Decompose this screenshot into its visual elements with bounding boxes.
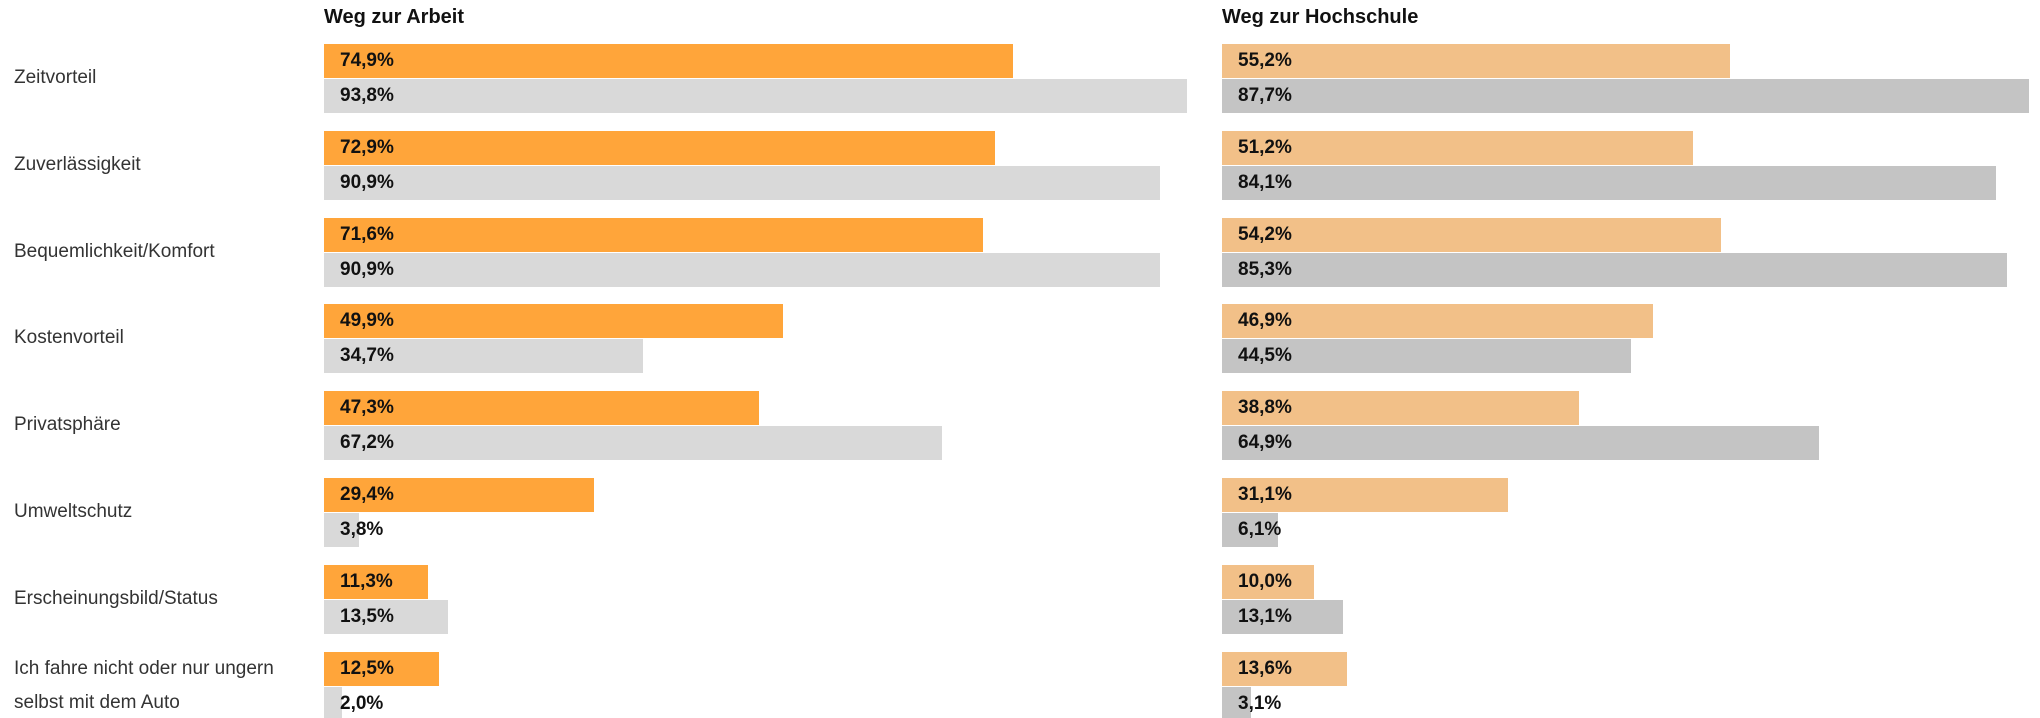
value-label: 55,2% <box>1238 50 1292 71</box>
bar <box>1222 426 1820 461</box>
bar <box>324 339 644 374</box>
bar <box>324 217 983 252</box>
value-label: 2,0% <box>340 692 384 714</box>
category-label: Zuverlässigkeit <box>14 153 141 175</box>
value-label: 51,2% <box>1238 136 1292 158</box>
bar <box>1222 391 1579 426</box>
value-label: 71,6% <box>340 223 394 245</box>
bar <box>1222 478 1509 512</box>
bar <box>1222 44 1730 78</box>
bar <box>1222 564 1314 599</box>
value-label: 72,9% <box>340 136 394 158</box>
category-label: Umweltschutz <box>14 501 133 522</box>
value-label: 12,5% <box>340 657 394 679</box>
panel-title: Weg zur Arbeit <box>324 6 465 28</box>
bar <box>324 130 995 165</box>
value-label: 74,9% <box>340 50 394 71</box>
bar <box>324 304 784 339</box>
value-label: 67,2% <box>340 432 394 454</box>
value-label: 64,9% <box>1238 432 1292 454</box>
category-label: Erscheinungsbild/Status <box>14 587 218 609</box>
value-label: 3,8% <box>340 519 384 540</box>
bar <box>1222 651 1348 686</box>
bar <box>1222 513 1279 547</box>
bar <box>324 599 449 634</box>
bar <box>1222 686 1251 718</box>
bar <box>324 165 1161 200</box>
value-label: 47,3% <box>340 397 394 419</box>
value-label: 90,9% <box>340 171 394 193</box>
bar <box>324 426 943 461</box>
value-label: 44,5% <box>1238 345 1292 367</box>
bar <box>1222 252 2007 287</box>
value-label: 13,5% <box>340 605 394 627</box>
bar <box>1222 304 1654 339</box>
bar <box>324 391 760 426</box>
value-label: 85,3% <box>1238 258 1292 280</box>
value-label: 11,3% <box>340 570 393 592</box>
value-label: 29,4% <box>340 484 394 505</box>
value-label: 13,1% <box>1238 605 1292 627</box>
bar <box>324 252 1161 287</box>
value-label: 46,9% <box>1238 310 1292 332</box>
value-label: 90,9% <box>340 258 394 280</box>
value-label: 34,7% <box>340 345 394 367</box>
value-label: 10,0% <box>1238 570 1292 592</box>
bar <box>1222 165 1996 200</box>
value-label: 3,1% <box>1238 692 1282 714</box>
bar <box>1222 79 2029 113</box>
category-label: Kostenvorteil <box>14 327 124 349</box>
bar <box>324 478 595 512</box>
bar <box>324 513 359 547</box>
category-label: Privatsphäre <box>14 414 121 436</box>
bar <box>324 564 428 599</box>
value-label: 38,8% <box>1238 397 1292 419</box>
value-label: 6,1% <box>1238 519 1282 540</box>
bar <box>1222 339 1632 374</box>
bar <box>1222 217 1721 252</box>
value-label: 31,1% <box>1238 484 1292 505</box>
bar <box>1222 599 1343 634</box>
value-label: 93,8% <box>340 85 394 106</box>
value-label: 87,7% <box>1238 85 1292 106</box>
category-label: Ich fahre nicht oder nur ungern selbst m… <box>14 657 274 713</box>
value-label: 84,1% <box>1238 171 1292 193</box>
value-label: 49,9% <box>340 310 394 332</box>
value-label: 54,2% <box>1238 223 1292 245</box>
bar <box>324 44 1014 78</box>
bar <box>1222 130 1694 165</box>
bar <box>324 79 1187 113</box>
bar <box>324 651 439 686</box>
value-label: 13,6% <box>1238 657 1292 679</box>
category-label: Zeitvorteil <box>14 67 97 88</box>
bar <box>324 686 343 718</box>
panel-title: Weg zur Hochschule <box>1222 6 1419 28</box>
category-label: Bequemlichkeit/Komfort <box>14 240 215 262</box>
